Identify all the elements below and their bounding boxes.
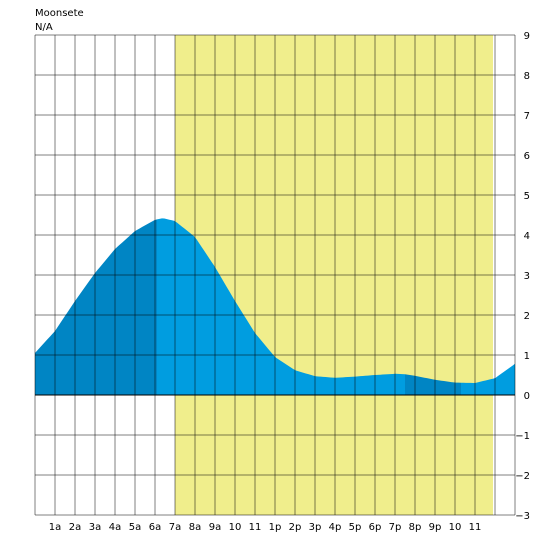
x-tick-label: 1p <box>269 522 282 533</box>
x-tick-label: 1a <box>49 522 62 533</box>
x-tick-label: 9p <box>429 522 442 533</box>
grid-layer <box>34 34 516 516</box>
x-tick-label: 11 <box>469 522 482 533</box>
x-tick-layer: 1a 2a 3a 4a 5a 6a 7a 8a 9a 10 11 1p 2p 3p 4p 5p 6p 7p 8p 9p… <box>49 522 482 533</box>
x-tick-label: 11 <box>249 522 262 533</box>
x-tick-label: 3a <box>89 522 102 533</box>
x-tick-label: 5a <box>129 522 142 533</box>
y-tick-label: 3 <box>524 271 530 282</box>
y-tick-layer: 9 8 7 6 5 4 3 2 1 0 −1 −2 −3 <box>515 31 530 522</box>
y-tick-label: −1 <box>515 431 530 442</box>
y-tick-label: 4 <box>524 231 530 242</box>
y-tick-label: 0 <box>524 391 530 402</box>
x-tick-label: 6a <box>149 522 162 533</box>
y-tick-label: 5 <box>524 191 530 202</box>
tide-area-segment-2 <box>405 374 461 395</box>
tide-area-segment-0 <box>35 219 157 395</box>
x-tick-label: 8p <box>409 522 422 533</box>
x-tick-label: 4a <box>109 522 122 533</box>
tide-area-segment-3 <box>461 363 515 395</box>
x-tick-label: 6p <box>369 522 382 533</box>
x-tick-label: 5p <box>349 522 362 533</box>
y-tick-label: 2 <box>524 311 530 322</box>
x-tick-label: 9a <box>209 522 222 533</box>
x-tick-label: 10 <box>229 522 242 533</box>
x-tick-label: 3p <box>309 522 322 533</box>
x-tick-label: 2a <box>69 522 82 533</box>
x-tick-label: 7a <box>169 522 182 533</box>
y-tick-label: 9 <box>524 31 530 42</box>
x-tick-label: 4p <box>329 522 342 533</box>
moonset-value: N/A <box>35 22 53 33</box>
x-tick-label: 7p <box>389 522 402 533</box>
x-tick-label: 8a <box>189 522 202 533</box>
y-tick-label: 6 <box>524 151 530 162</box>
y-tick-label: −3 <box>515 511 530 522</box>
y-tick-label: 1 <box>524 351 530 362</box>
tide-area-segment-1 <box>157 218 405 395</box>
y-tick-label: −2 <box>515 471 530 482</box>
x-tick-label: 2p <box>289 522 302 533</box>
y-tick-label: 8 <box>524 71 530 82</box>
area-layer <box>35 218 515 395</box>
y-tick-label: 7 <box>524 111 530 122</box>
x-tick-label: 10 <box>449 522 462 533</box>
moonset-label: Moonsete <box>35 8 84 19</box>
